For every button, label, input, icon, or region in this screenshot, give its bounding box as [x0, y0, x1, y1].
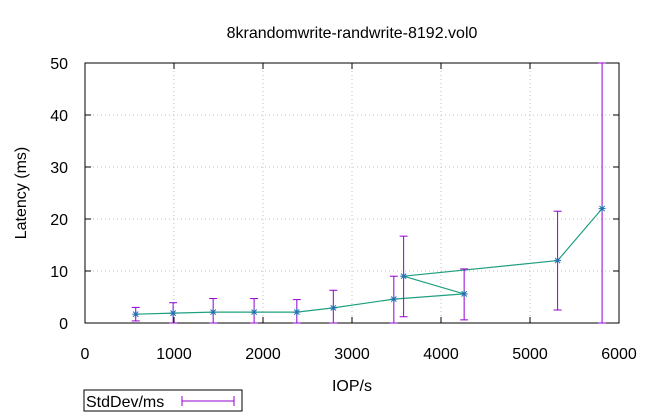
x-tick-labels: 0 1000 2000 3000 4000 5000 6000	[81, 346, 637, 363]
data-point	[132, 310, 140, 318]
y-tick-label: 30	[50, 160, 68, 177]
data-point	[209, 308, 217, 316]
y-tick-label: 10	[50, 264, 68, 281]
x-tick-label: 1000	[156, 346, 192, 363]
x-tick-label: 4000	[423, 346, 459, 363]
x-tick-label: 0	[81, 346, 90, 363]
data-point	[169, 309, 177, 317]
chart-title: 8krandomwrite-randwrite-8192.vol0	[227, 25, 478, 42]
series-polyline	[135, 208, 603, 315]
y-tick-labels: 0 10 20 30 40 50	[50, 56, 68, 333]
error-bar	[598, 62, 607, 324]
marker-d2	[251, 309, 258, 316]
series-line	[135, 208, 603, 315]
x-tick-label: 2000	[245, 346, 281, 363]
marker-d2	[390, 296, 397, 303]
axis-ticks	[84, 62, 620, 324]
marker-d2	[554, 257, 561, 264]
data-point	[598, 205, 606, 213]
data-markers	[132, 205, 606, 318]
marker-d2	[210, 309, 217, 316]
y-tick-label: 40	[50, 108, 68, 125]
legend: StdDev/ms	[83, 389, 243, 412]
marker-d2	[461, 290, 468, 297]
y-axis-label: Latency (ms)	[13, 147, 30, 239]
data-point	[293, 308, 301, 316]
marker-d2	[599, 205, 606, 212]
x-tick-label: 6000	[601, 346, 637, 363]
x-tick-label: 3000	[334, 346, 370, 363]
data-point	[460, 290, 468, 298]
legend-box	[83, 389, 243, 412]
y-tick-label: 20	[50, 212, 68, 229]
grid-lines	[85, 63, 619, 323]
y-tick-label: 50	[50, 56, 68, 73]
error-bars	[131, 62, 607, 324]
marker-d2	[293, 309, 300, 316]
data-point	[554, 257, 562, 265]
data-point	[400, 272, 408, 280]
data-point	[329, 304, 337, 312]
marker-d2	[170, 310, 177, 317]
data-point	[250, 308, 258, 316]
marker-d2	[132, 311, 139, 318]
x-axis-label: IOP/s	[332, 378, 372, 395]
x-tick-label: 5000	[512, 346, 548, 363]
marker-d2	[330, 304, 337, 311]
legend-label: StdDev/ms	[86, 394, 164, 411]
data-point	[390, 295, 398, 303]
y-tick-label: 0	[59, 316, 68, 333]
marker-d2	[400, 273, 407, 280]
